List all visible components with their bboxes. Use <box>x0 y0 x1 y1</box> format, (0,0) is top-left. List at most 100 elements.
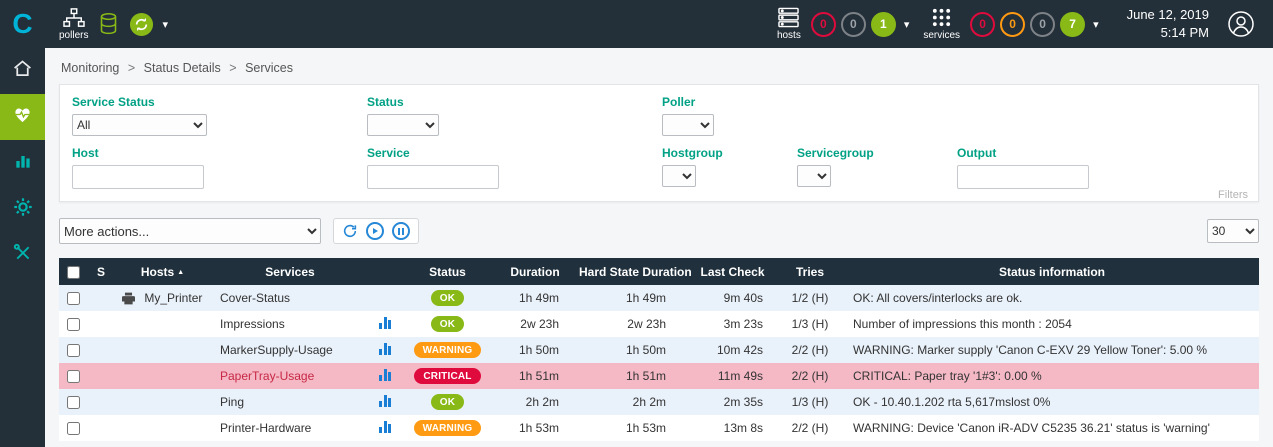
header-services[interactable]: Services <box>210 258 370 285</box>
hard-state-duration-cell: 1h 50m <box>625 343 666 357</box>
header-last-check[interactable]: Last Check <box>690 258 775 285</box>
breadcrumb-services[interactable]: Services <box>245 61 293 75</box>
user-menu[interactable] <box>1227 10 1255 38</box>
counter-badge[interactable]: 0 <box>1000 11 1026 37</box>
servicegroup-select[interactable] <box>797 165 831 187</box>
main-content: Monitoring > Status Details > Services S… <box>45 0 1273 441</box>
chevron-down-icon[interactable]: ▾ <box>1093 18 1099 31</box>
play-button[interactable] <box>366 222 384 240</box>
breadcrumb-separator: > <box>229 61 237 75</box>
last-check-cell: 9m 40s <box>723 291 763 305</box>
services-menu[interactable]: services <box>923 7 960 41</box>
latency-ok-icon[interactable] <box>129 12 154 37</box>
header-duration[interactable]: Duration <box>495 258 575 285</box>
status-badge: WARNING <box>413 342 482 359</box>
counter-badge[interactable]: 1 <box>870 11 896 37</box>
host-input[interactable] <box>72 165 204 189</box>
header-status[interactable]: Status <box>400 258 495 285</box>
service-status-label: Service Status <box>72 95 155 109</box>
row-checkbox[interactable] <box>66 422 80 436</box>
row-checkbox[interactable] <box>66 292 80 306</box>
header-severity[interactable]: S <box>87 258 115 285</box>
hosts-label: hosts <box>776 30 801 41</box>
duration-cell: 1h 53m <box>518 421 559 435</box>
breadcrumb-status-details[interactable]: Status Details <box>143 61 221 75</box>
service-link[interactable]: Cover-Status <box>220 291 291 305</box>
graph-icon[interactable] <box>379 342 391 355</box>
filter-status: Status <box>367 95 662 136</box>
severity-cell <box>87 363 115 389</box>
host-link[interactable]: My_Printer <box>144 290 203 305</box>
tries-cell: 2/2 (H) <box>791 343 829 357</box>
centreon-logo[interactable]: C <box>12 8 33 39</box>
filters-toggle[interactable]: Filters <box>1218 189 1248 201</box>
severity-cell <box>87 311 115 337</box>
page-size-select[interactable]: 30 <box>1207 219 1259 243</box>
row-checkbox[interactable] <box>66 344 80 358</box>
tries-cell: 1/3 (H) <box>791 395 829 409</box>
service-link[interactable]: Impressions <box>220 317 285 331</box>
row-checkbox[interactable] <box>66 318 80 332</box>
duration-cell: 1h 49m <box>518 291 559 305</box>
sidebar-item-monitoring[interactable] <box>0 94 45 140</box>
graph-icon[interactable] <box>379 316 391 329</box>
services-table-wrap: S Hosts ▲ Services Status Duration Hard S… <box>59 258 1259 441</box>
breadcrumb-monitoring[interactable]: Monitoring <box>61 61 120 75</box>
actions-toolbar: More actions... 30 <box>59 218 1259 244</box>
row-checkbox-cell <box>59 389 87 415</box>
services-table: S Hosts ▲ Services Status Duration Hard S… <box>59 258 1259 441</box>
graph-cell <box>370 311 400 337</box>
graph-icon[interactable] <box>379 368 391 381</box>
status-information-cell: OK: All covers/interlocks are ok. <box>853 291 1023 305</box>
chevron-down-icon[interactable]: ▾ <box>903 18 910 31</box>
service-link[interactable]: Printer-Hardware <box>220 421 312 435</box>
sidebar-item-home[interactable] <box>0 48 45 94</box>
hostgroup-select[interactable] <box>662 165 696 187</box>
more-actions-select[interactable]: More actions... <box>59 218 321 244</box>
counter-badge[interactable]: 0 <box>840 11 866 37</box>
status-select[interactable] <box>367 114 439 136</box>
header-status-information[interactable]: Status information <box>845 258 1259 285</box>
header-hosts[interactable]: Hosts ▲ <box>115 258 210 285</box>
sort-asc-icon: ▲ <box>177 268 185 276</box>
status-badge: CRITICAL <box>414 368 481 385</box>
chevron-down-icon[interactable]: ▾ <box>162 18 168 31</box>
sidebar-item-configuration[interactable] <box>0 186 45 232</box>
service-status-select[interactable]: All <box>72 114 207 136</box>
sidebar-item-reporting[interactable] <box>0 140 45 186</box>
service-cell: PaperTray-Usage <box>210 363 370 389</box>
select-all-checkbox[interactable] <box>66 265 80 279</box>
poller-select[interactable] <box>662 114 714 136</box>
output-input[interactable] <box>957 165 1089 189</box>
hosts-icon <box>777 7 800 28</box>
pollers-menu[interactable]: pollers <box>59 7 88 41</box>
status-information-cell: Number of impressions this month : 2054 <box>853 317 1072 331</box>
row-checkbox[interactable] <box>66 370 80 384</box>
table-row: Ping OK 2h 2m 2h 2m 2m 35s 1/3 (H) OK - … <box>59 389 1259 415</box>
counter-badge[interactable]: 0 <box>810 11 836 37</box>
service-link[interactable]: PaperTray-Usage <box>220 369 315 383</box>
row-checkbox-cell <box>59 415 87 441</box>
pause-icon <box>398 227 404 235</box>
host-cell <box>115 337 210 363</box>
graph-icon[interactable] <box>379 394 391 407</box>
header-hard-state-duration[interactable]: Hard State Duration <box>575 258 692 285</box>
header-tries[interactable]: Tries <box>775 258 845 285</box>
hosts-menu[interactable]: hosts <box>777 7 801 41</box>
service-input[interactable] <box>367 165 499 189</box>
counter-badge[interactable]: 0 <box>970 11 996 37</box>
counter-badge[interactable]: 7 <box>1060 11 1086 37</box>
pause-button[interactable] <box>392 222 410 240</box>
database-icon[interactable] <box>98 12 119 36</box>
service-link[interactable]: MarkerSupply-Usage <box>220 343 333 357</box>
row-checkbox[interactable] <box>66 396 80 410</box>
counter-badge[interactable]: 0 <box>1030 11 1056 37</box>
sidebar-item-administration[interactable] <box>0 232 45 278</box>
service-cell: Cover-Status <box>210 285 370 311</box>
filter-host: Host <box>72 146 367 189</box>
status-badge: WARNING <box>413 420 482 437</box>
refresh-button[interactable] <box>342 223 358 239</box>
service-link[interactable]: Ping <box>220 395 245 409</box>
graph-icon[interactable] <box>379 420 391 433</box>
